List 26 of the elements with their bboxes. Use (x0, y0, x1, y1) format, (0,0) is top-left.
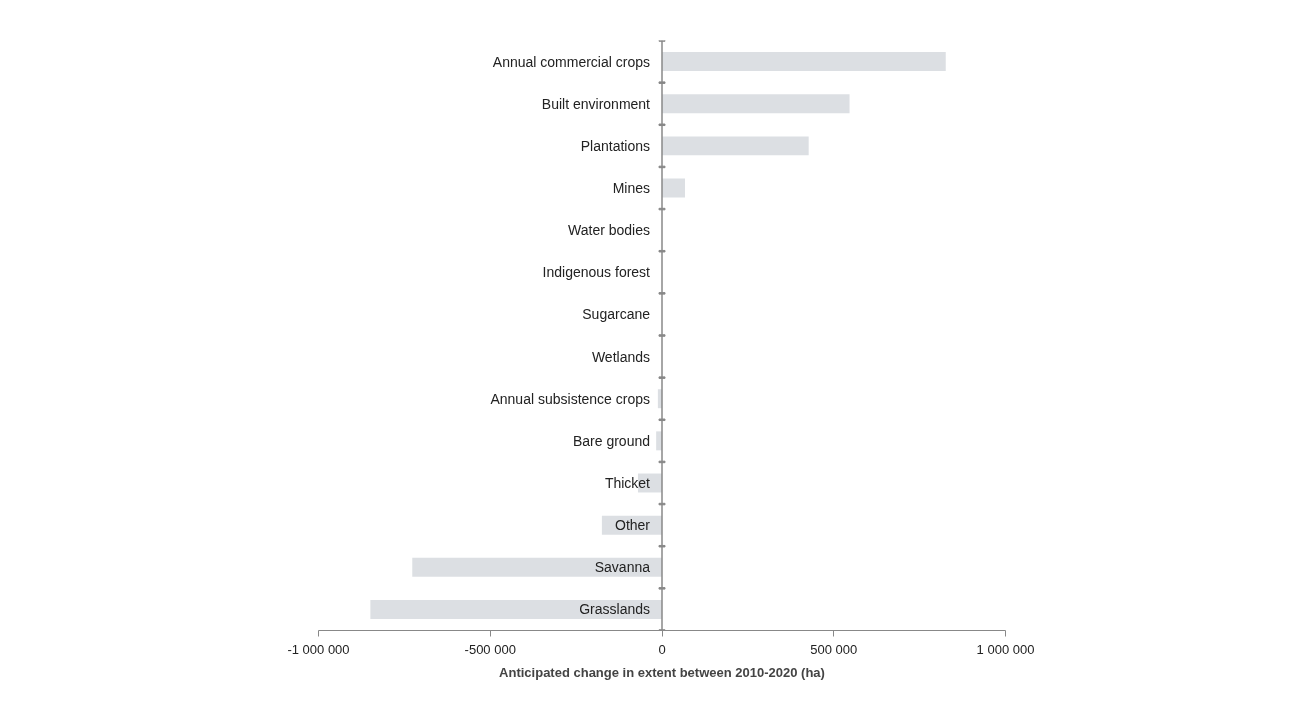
y-tick-label: Mines (612, 180, 651, 196)
bar (662, 178, 686, 198)
y-tick-label: Indigenous forest (542, 264, 651, 281)
bar (662, 94, 850, 114)
y-tick-label: Wetlands (591, 348, 650, 365)
x-tick-label: 0 (658, 641, 666, 657)
bar (662, 52, 946, 72)
x-tick-label: -1 000 000 (287, 641, 350, 657)
y-tick-label: Annual subsistence crops (490, 390, 651, 407)
bar (412, 557, 662, 577)
y-tick-label: Plantations (580, 137, 651, 154)
x-tick-label: -500 000 (464, 641, 516, 657)
y-tick-label: Water bodies (568, 222, 651, 239)
y-tick-label: Grasslands (579, 601, 651, 618)
x-axis-title: Anticipated change in extent between 2010-2020 (ha) (499, 664, 825, 680)
y-tick-label: Sugarcane (582, 306, 651, 323)
y-tick-label: Thicket (604, 475, 651, 491)
x-tick-label: 500 000 (810, 641, 858, 657)
y-tick-label: Bare ground (572, 432, 651, 449)
bar (662, 136, 809, 156)
x-tick-label: 1 000 000 (976, 641, 1035, 657)
y-tick-label: Savanna (594, 559, 651, 576)
bar (370, 599, 662, 619)
y-tick-label: Built environment (541, 95, 651, 112)
y-tick-label: Other (614, 517, 651, 534)
y-tick-label: Annual commercial crops (492, 53, 650, 70)
